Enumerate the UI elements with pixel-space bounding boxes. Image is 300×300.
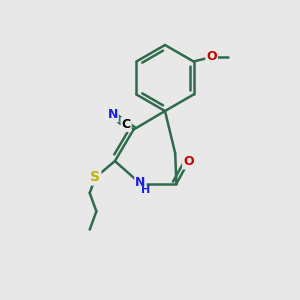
Text: O: O [206,50,217,64]
Text: O: O [183,155,194,169]
Text: N: N [107,109,118,122]
Text: S: S [90,170,100,184]
Text: C: C [122,118,131,131]
Text: H: H [141,185,150,195]
Text: N: N [135,176,146,189]
